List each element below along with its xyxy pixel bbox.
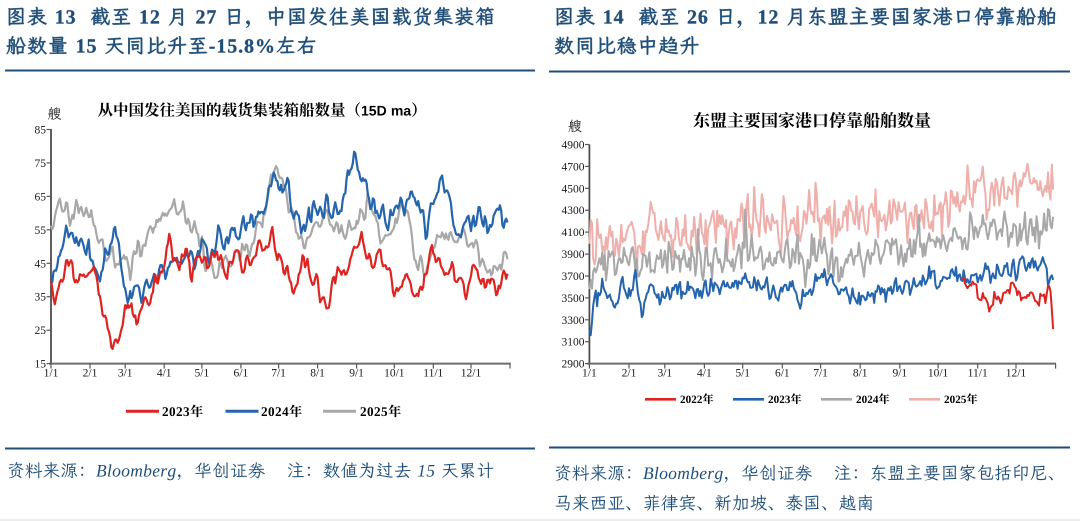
svg-text:15: 15 (35, 359, 47, 371)
svg-text:2900: 2900 (562, 359, 585, 371)
svg-text:10/1: 10/1 (928, 368, 949, 380)
svg-text:2/1: 2/1 (622, 368, 637, 380)
svg-text:12/1: 12/1 (461, 368, 482, 380)
svg-text:3500: 3500 (562, 293, 585, 305)
svg-text:6/1: 6/1 (234, 368, 249, 380)
svg-text:4900: 4900 (562, 140, 585, 152)
svg-text:7/1: 7/1 (271, 368, 286, 380)
svg-text:75: 75 (35, 158, 47, 170)
svg-text:25: 25 (35, 325, 47, 337)
svg-text:1/1: 1/1 (582, 368, 597, 380)
svg-text:35: 35 (35, 292, 47, 304)
svg-text:4100: 4100 (562, 227, 585, 239)
svg-text:11/1: 11/1 (423, 368, 443, 380)
svg-text:4/1: 4/1 (157, 368, 172, 380)
svg-text:8/1: 8/1 (853, 368, 868, 380)
svg-text:4700: 4700 (562, 161, 585, 173)
svg-text:10/1: 10/1 (384, 368, 405, 380)
svg-text:5/1: 5/1 (195, 368, 210, 380)
svg-text:3300: 3300 (562, 315, 585, 327)
svg-text:5/1: 5/1 (735, 368, 750, 380)
svg-text:2/1: 2/1 (83, 368, 98, 380)
svg-text:7/1: 7/1 (813, 368, 828, 380)
svg-text:4500: 4500 (562, 183, 585, 195)
svg-text:55: 55 (35, 225, 47, 237)
svg-text:65: 65 (35, 191, 47, 203)
svg-text:45: 45 (35, 258, 47, 270)
svg-text:4300: 4300 (562, 205, 585, 217)
svg-text:85: 85 (35, 125, 47, 137)
svg-text:4/1: 4/1 (697, 368, 712, 380)
svg-text:8/1: 8/1 (310, 368, 325, 380)
svg-text:3100: 3100 (562, 337, 585, 349)
svg-text:3900: 3900 (562, 249, 585, 261)
svg-text:9/1: 9/1 (892, 368, 907, 380)
svg-text:11/1: 11/1 (968, 368, 988, 380)
svg-text:9/1: 9/1 (349, 368, 364, 380)
svg-text:6/1: 6/1 (775, 368, 790, 380)
svg-text:3/1: 3/1 (118, 368, 133, 380)
svg-text:1/1: 1/1 (44, 368, 59, 380)
svg-text:3700: 3700 (562, 271, 585, 283)
svg-text:3/1: 3/1 (657, 368, 672, 380)
svg-text:12/1: 12/1 (1006, 368, 1027, 380)
